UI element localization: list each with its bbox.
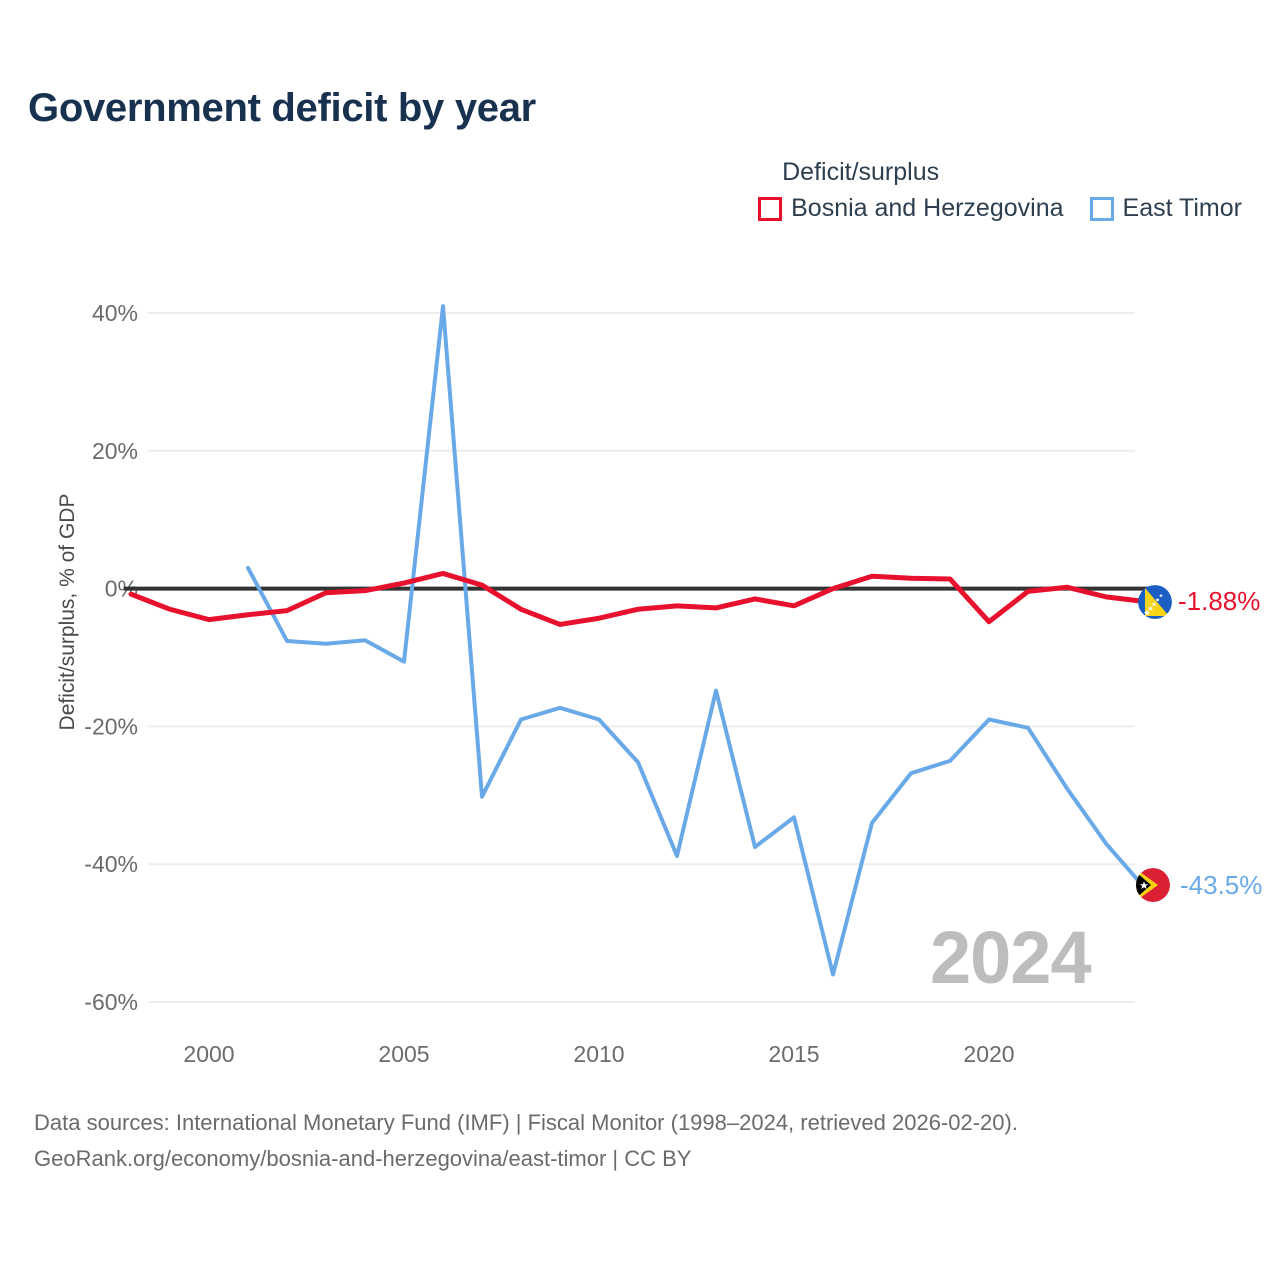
legend-swatch-blue-icon [1089, 196, 1114, 221]
page-title: Government deficit by year [28, 86, 536, 130]
y-axis-tick-labels: 40%20%0%-20%-40%-60% [84, 300, 138, 1015]
legend-item-label: East Timor [1122, 194, 1242, 222]
legend-item-east-timor[interactable]: East Timor [1089, 194, 1242, 223]
end-label-east-timor: -43.5% [1180, 870, 1263, 900]
end-label-bosnia-and-herzegovina: -1.88% [1178, 586, 1261, 616]
x-tick-label: 2010 [573, 1041, 624, 1067]
legend-title: Deficit/surplus [782, 158, 940, 186]
grid-lines [148, 312, 1135, 1003]
legend-swatch-red-icon [758, 196, 783, 221]
x-tick-label: 2020 [963, 1041, 1014, 1067]
year-watermark: 2024 [930, 916, 1092, 999]
east-timor-flag-icon [1136, 868, 1170, 902]
legend-item-label: Bosnia and Herzegovina [791, 194, 1064, 222]
series-line-east-timor [246, 304, 1147, 977]
x-tick-label: 2015 [768, 1041, 819, 1067]
x-tick-label: 2005 [378, 1041, 429, 1067]
legend: Deficit/surplus Bosnia and Herzegovina E… [758, 158, 1242, 223]
y-tick-label: 40% [92, 300, 138, 326]
footer-line-sources: Data sources: International Monetary Fun… [34, 1110, 1018, 1135]
footer: Data sources: International Monetary Fun… [34, 1105, 1018, 1177]
legend-item-bosnia-and-herzegovina[interactable]: Bosnia and Herzegovina [758, 194, 1064, 223]
data-series [128, 304, 1148, 977]
y-axis-title: Deficit/surplus, % of GDP [56, 493, 79, 731]
series-line-bosnia-and-herzegovina [128, 570, 1148, 627]
legend-items: Bosnia and Herzegovina East Timor [758, 194, 1242, 223]
y-tick-label: -20% [84, 713, 138, 739]
y-tick-label: 20% [92, 438, 138, 464]
y-tick-label: -40% [84, 851, 138, 877]
x-axis-tick-labels: 2000 2005 2010 2015 2020 [183, 1041, 1014, 1067]
y-tick-label: -60% [84, 989, 138, 1015]
bosnia-and-herzegovina-flag-icon [1138, 585, 1172, 619]
x-tick-label: 2000 [183, 1041, 234, 1067]
footer-line-attribution: GeoRank.org/economy/bosnia-and-herzegovi… [34, 1146, 692, 1171]
